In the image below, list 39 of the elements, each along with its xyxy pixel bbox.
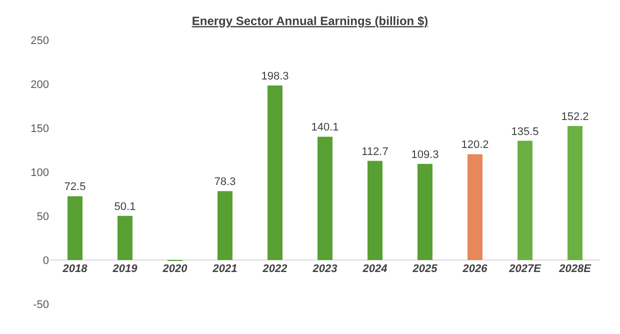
bar bbox=[318, 136, 332, 260]
bar bbox=[468, 154, 482, 260]
x-tick-label: 2023 bbox=[312, 263, 338, 275]
x-tick-label: 2022 bbox=[262, 263, 288, 275]
y-tick-label: 0 bbox=[42, 254, 49, 267]
bar bbox=[418, 164, 432, 260]
data-label: 72.5 bbox=[64, 181, 86, 194]
data-label: 198.3 bbox=[261, 70, 289, 82]
data-label: 50.1 bbox=[114, 200, 136, 213]
x-tick-label: 2026 bbox=[462, 263, 488, 275]
x-tick-label: 2025 bbox=[412, 263, 438, 275]
y-tick-label: 250 bbox=[30, 34, 49, 47]
data-label: 135.5 bbox=[511, 126, 539, 138]
bar bbox=[68, 196, 82, 260]
x-tick-label: 2021 bbox=[212, 263, 238, 275]
y-tick-label: -50 bbox=[33, 298, 49, 311]
x-tick-label: 2019 bbox=[112, 263, 138, 275]
y-tick-label: 200 bbox=[30, 78, 49, 91]
y-tick-label: 150 bbox=[30, 122, 49, 135]
x-tick-label: 2020 bbox=[162, 263, 188, 275]
y-tick-label: 50 bbox=[36, 210, 49, 223]
data-label: 120.2 bbox=[461, 139, 489, 152]
chart-title: Energy Sector Annual Earnings (billion $) bbox=[192, 14, 428, 28]
bar bbox=[218, 191, 232, 260]
x-tick-label: 2024 bbox=[362, 263, 388, 275]
data-label: 152.2 bbox=[561, 111, 589, 124]
data-label: 78.3 bbox=[214, 176, 236, 188]
bar bbox=[268, 86, 282, 260]
bar bbox=[568, 126, 582, 260]
data-label: 109.3 bbox=[411, 148, 439, 161]
x-tick-label: 2027E bbox=[508, 263, 542, 275]
x-tick-label: 2018 bbox=[62, 263, 88, 275]
data-label: 112.7 bbox=[362, 146, 388, 158]
bar bbox=[368, 160, 382, 260]
bar bbox=[118, 216, 132, 260]
y-tick-label: 100 bbox=[30, 166, 49, 179]
data-label: 140.1 bbox=[311, 122, 339, 134]
x-tick-label: 2028E bbox=[558, 263, 592, 275]
bar bbox=[518, 140, 532, 260]
